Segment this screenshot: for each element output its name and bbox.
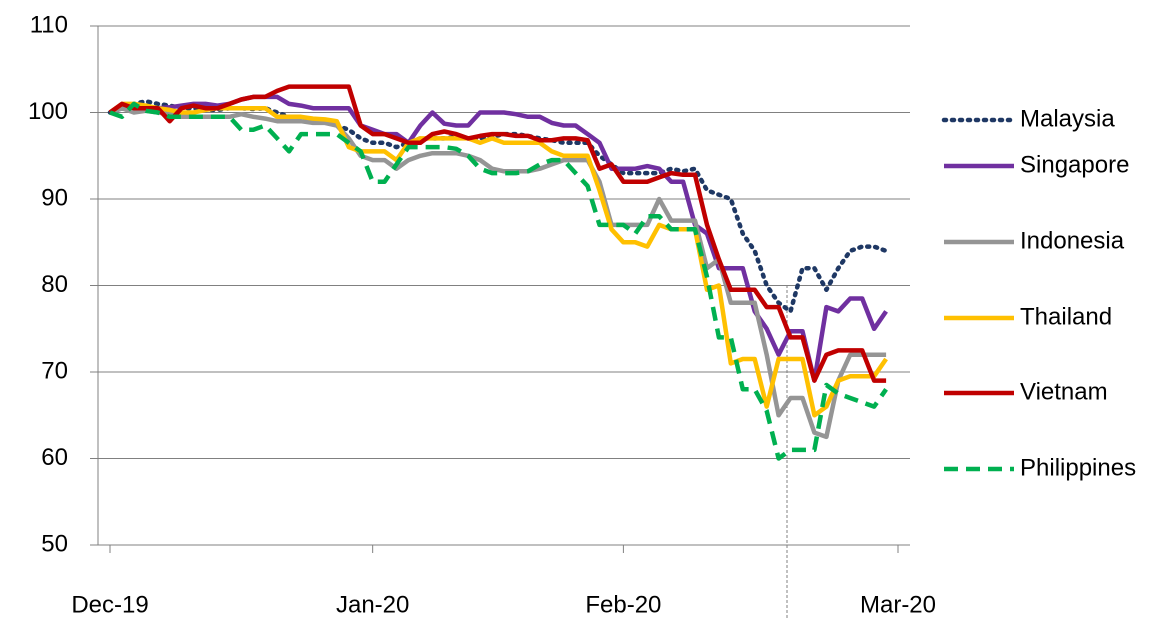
series-line — [108, 101, 888, 418]
y-tick-label: 110 — [30, 11, 68, 38]
legend-label: Indonesia — [1020, 227, 1125, 254]
legend-label: Thailand — [1020, 303, 1112, 330]
y-tick-label: 50 — [41, 530, 68, 557]
x-tick-label: Jan-20 — [336, 591, 409, 618]
legend-label: Vietnam — [1020, 378, 1108, 405]
series-line — [109, 105, 887, 440]
y-tick-label: 80 — [41, 271, 68, 298]
y-tick-label: 90 — [41, 184, 68, 211]
y-tick-label: 100 — [28, 98, 68, 125]
series-line — [108, 84, 887, 383]
series-line — [109, 101, 888, 461]
x-tick-label: Feb-20 — [585, 591, 661, 618]
y-tick-label: 70 — [41, 357, 68, 384]
x-tick-label: Mar-20 — [860, 591, 936, 618]
legend-label: Philippines — [1020, 454, 1136, 481]
legend-label: Malaysia — [1020, 105, 1115, 132]
legend-label: Singapore — [1020, 151, 1129, 178]
y-tick-label: 60 — [41, 444, 68, 471]
x-tick-label: Dec-19 — [71, 591, 148, 618]
